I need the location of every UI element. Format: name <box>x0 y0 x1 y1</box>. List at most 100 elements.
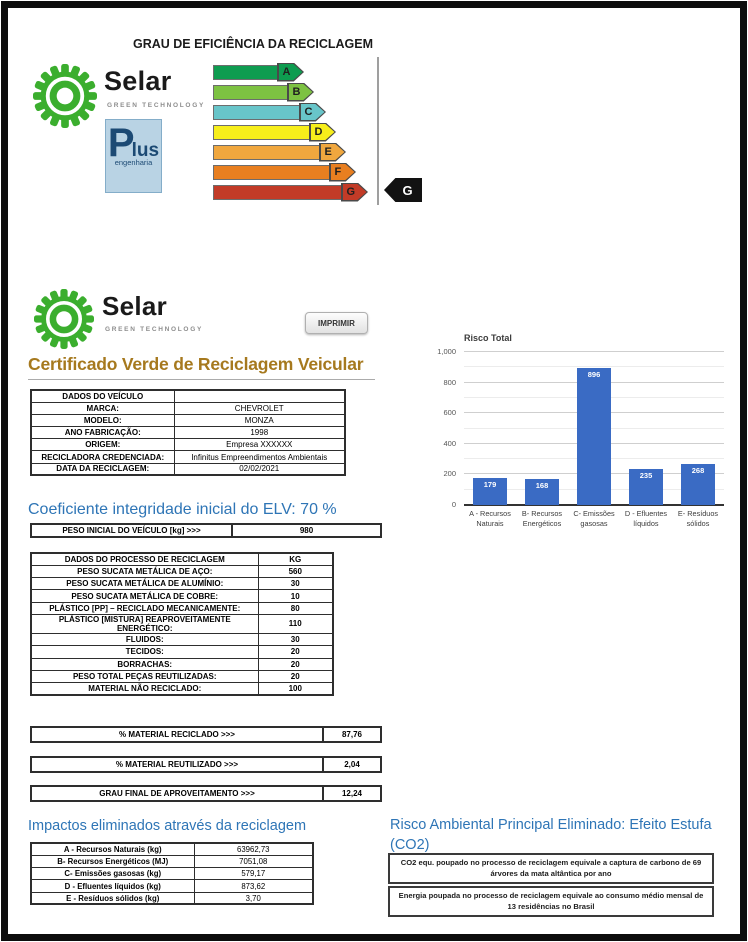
bar-slot: 235 <box>620 352 672 505</box>
table-row: A - Recursos Naturais (kg) 63962,73 <box>30 842 314 856</box>
y-tick-label: 600 <box>443 408 456 418</box>
efficiency-grade-row-a: A <box>213 62 368 82</box>
table-row: B- Recursos Energéticos (MJ) 7051,08 <box>30 854 314 869</box>
chart-xlabels: A - Recursos Naturais B- Recursos Energét… <box>464 509 724 529</box>
row-value: 1998 <box>173 426 346 440</box>
grade-letter-tag: G <box>341 182 368 202</box>
bar-value-label: 168 <box>535 481 549 491</box>
plus-logo-p: P <box>107 121 135 165</box>
bar-slot: 179 <box>464 352 516 505</box>
efficiency-grade-row-c: C <box>213 102 368 122</box>
table-row: MODELO: MONZA <box>30 413 346 428</box>
impacts-table: A - Recursos Naturais (kg) 63962,73 B- Rec… <box>30 842 314 906</box>
impacts-heading: Impactos eliminados através da reciclage… <box>28 818 307 834</box>
grade-bar <box>213 184 341 200</box>
table-row: TECIDOS: 20 <box>30 645 334 659</box>
efficiency-grade-row-b: B <box>213 82 368 102</box>
selar-brand-tagline: GREEN TECHNOLOGY <box>105 326 203 333</box>
table-row: ORIGEM: Empresa XXXXXX <box>30 438 346 452</box>
table-row: DATA DA RECICLAGEM: 02/02/2021 <box>30 462 346 476</box>
row-value: 20 <box>257 669 334 684</box>
gridline <box>464 351 724 352</box>
print-button[interactable]: IMPRIMIR <box>305 312 368 334</box>
vehicle-data-table: DADOS DO VEÍCULO MARCA: CHEVROLET MODELO: MO… <box>30 389 346 477</box>
row-label: B- Recursos Energéticos (MJ) <box>30 854 195 869</box>
row-value: 30 <box>257 632 334 647</box>
impacts-table-body: A - Recursos Naturais (kg) 63962,73 B- Rec… <box>30 842 314 905</box>
row-label: DADOS DO PROCESSO DE RECICLAGEM <box>30 552 259 566</box>
row-value: 3,70 <box>193 891 314 905</box>
grade-letter-tag: C <box>299 102 326 122</box>
certificate-title: Certificado Verde de Reciclagem Veicular <box>28 354 375 380</box>
table-row: PESO SUCATA METÁLICA DE COBRE: 10 <box>30 589 334 603</box>
table-row: MARCA: CHEVROLET <box>30 401 346 415</box>
grade-letter: B <box>288 84 313 100</box>
selar-gear-icon <box>33 64 97 128</box>
row-value: 579,17 <box>193 867 314 881</box>
table-row: D - Efluentes líquidos (kg) 873,62 <box>30 879 314 893</box>
gridline <box>464 366 724 368</box>
chart-title: Risco Total <box>464 333 512 343</box>
grade-bar <box>213 84 287 100</box>
table-row: RECICLADORA CREDENCIADA: Infinitus Empree… <box>30 450 346 464</box>
x-tick-label: C- Emissões gasosas <box>573 509 615 528</box>
row-label: MODELO: <box>30 413 175 428</box>
y-tick-label: 800 <box>443 377 456 387</box>
row-label: A - Recursos Naturais (kg) <box>30 842 195 856</box>
row-value <box>173 389 346 403</box>
table-row: PESO SUCATA METÁLICA DE ALUMÍNIO: 30 <box>30 577 334 591</box>
selar-brand-tagline: GREEN TECHNOLOGY <box>107 102 205 109</box>
plus-logo-wordmark: Plus <box>106 123 161 163</box>
table-row: DADOS DO VEÍCULO <box>30 389 346 403</box>
row-label: PESO SUCATA METÁLICA DE COBRE: <box>30 589 259 603</box>
grade-bar <box>213 124 309 140</box>
row-value: 80 <box>257 601 334 615</box>
risk-total-chart: Risco Total 0 200 400 600 800 1,000 179 168 896… <box>428 328 734 540</box>
row-label: PESO SUCATA METÁLICA DE ALUMÍNIO: <box>30 577 259 591</box>
summary-row: % MATERIAL RECICLADO >>> 87,76 <box>30 726 382 743</box>
row-label: D - Efluentes líquidos (kg) <box>30 879 195 893</box>
row-value: 2,04 <box>344 759 360 769</box>
table-row: DADOS DO PROCESSO DE RECICLAGEM KG <box>30 552 334 566</box>
summary-rows: % MATERIAL RECICLADO >>> 87,76% MATERIAL … <box>30 726 382 815</box>
chart-yaxis: 0 200 400 600 800 1,000 <box>428 347 458 509</box>
selected-grade-indicator: G <box>384 178 422 202</box>
row-label: C- Emissões gasosas (kg) <box>30 867 195 881</box>
selar-gear-icon <box>34 288 94 350</box>
row-value: 02/02/2021 <box>173 462 346 476</box>
row-label: PLÁSTICO [PP] – RECICLADO MECANICAMENTE: <box>30 601 259 615</box>
x-tick-label: A - Recursos Naturais <box>469 509 511 528</box>
summary-row: % MATERIAL REUTILIZADO >>> 2,04 <box>30 755 382 773</box>
row-label: BORRACHAS: <box>30 657 259 671</box>
table-row: BORRACHAS: 20 <box>30 657 334 671</box>
bar-value-label: 235 <box>639 471 653 481</box>
row-value: 110 <box>257 613 334 634</box>
bar: 235 <box>629 469 663 505</box>
grade-letter-tag: A <box>277 62 304 82</box>
grade-letter: D <box>310 124 335 140</box>
y-tick-label: 400 <box>443 438 456 448</box>
row-value: 20 <box>257 657 334 671</box>
efficiency-grade-row-g: G <box>213 182 368 202</box>
risk-equivalence-box: Energia poupada no processo de reciclage… <box>388 885 714 917</box>
chart-bars: 179 168 896 235 268 <box>464 352 724 505</box>
recycling-process-table: DADOS DO PROCESSO DE RECICLAGEM KG PESO SU… <box>30 552 334 696</box>
selar-brand-name: Selar <box>104 66 172 96</box>
row-value: 100 <box>257 682 334 696</box>
process-table-body: DADOS DO PROCESSO DE RECICLAGEM KG PESO SU… <box>30 552 334 696</box>
grade-bar <box>213 64 277 80</box>
efficiency-grade-row-f: F <box>213 162 368 182</box>
row-value: 980 <box>231 523 382 538</box>
bar: 168 <box>525 479 559 505</box>
y-tick-label: 200 <box>443 469 456 479</box>
row-label: PESO INICIAL DO VEÍCULO [kg] >>> <box>30 523 233 538</box>
initial-weight-table: PESO INICIAL DO VEÍCULO [kg] >>> 980 <box>30 523 382 538</box>
row-label: % MATERIAL RECICLADO >>> <box>32 728 324 741</box>
row-label: DATA DA RECICLAGEM: <box>30 462 175 476</box>
efficiency-title: GRAU DE EFICIÊNCIA DA RECICLAGEM <box>132 37 374 51</box>
bar: 179 <box>473 477 507 505</box>
row-value: CHEVROLET <box>173 401 346 415</box>
bar-value-label: 179 <box>483 479 497 489</box>
grade-letter: A <box>278 64 303 80</box>
